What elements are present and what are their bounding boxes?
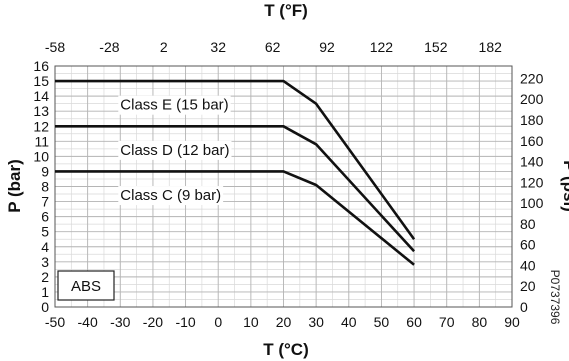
y-left-tick-label: 4 [41,239,49,255]
y-right-tick-label: 0 [520,299,528,315]
x-bottom-tick-label: -20 [143,314,163,330]
y-left-tick-label: 8 [41,179,49,195]
y-right-tick-label: 160 [520,133,544,149]
y-right-tick-label: 100 [520,195,544,211]
x-top-tick-label: -28 [99,39,119,55]
x-top-tick-label: -58 [45,39,65,55]
series-line [55,79,416,240]
y-left-tick-label: 15 [33,73,49,89]
series-label-background [118,186,224,206]
series-line [55,170,415,266]
y-left-tick-label: 1 [41,284,49,300]
y-left-tick-label: 2 [41,269,49,285]
x-top-tick-label: 182 [479,39,503,55]
y-right-tick-label: 200 [520,91,544,107]
y-right-tick-label: 180 [520,112,544,128]
plot-frame [54,65,513,308]
x-bottom-tick-label: 30 [308,314,324,330]
grid [54,65,513,308]
y-left-tick-label: 5 [41,224,49,240]
x-bottom-tick-label: 70 [439,314,455,330]
material-box: ABS [57,270,115,301]
x-top-axis-title: T (°F) [264,1,308,20]
x-top-tick-label: 2 [160,39,168,55]
series-label-background [118,95,231,115]
y-left-tick-label: 3 [41,254,49,270]
x-top-tick-label: 152 [424,39,448,55]
series-line [55,125,416,253]
x-bottom-axis-title: T (°C) [263,340,309,359]
series-label-group: Class D (12 bar) [118,140,232,160]
x-bottom-tick-label: 80 [472,314,488,330]
x-top-tick-label: 62 [265,39,281,55]
series-label-group: Class E (15 bar) [118,95,231,115]
y-left-tick-label: 12 [33,118,49,134]
x-bottom-tick-label: 60 [406,314,422,330]
y-right-tick-label: 40 [520,257,536,273]
y-right-tick-label: 60 [520,237,536,253]
x-top-tick-label: 122 [370,39,394,55]
x-bottom-tick-label: 0 [214,314,222,330]
series-label: Class C (9 bar) [120,187,221,204]
y-left-tick-label: 9 [41,163,49,179]
y-right-tick-label: 20 [520,278,536,294]
y-right-tick-label: 220 [520,70,544,86]
x-bottom-tick-label: 10 [243,314,259,330]
y-left-tick-label: 13 [33,103,49,119]
series-label: Class D (12 bar) [120,142,229,159]
x-bottom-tick-label: 40 [341,314,357,330]
y-right-tick-label: 80 [520,216,536,232]
series-label-group: Class C (9 bar) [118,186,224,206]
tick-labels: -50 -40 -30 -20 -10 0 10 20 30 40 50 60 70 80 90-58 -28… [33,39,543,330]
material-label: ABS [71,278,101,295]
x-bottom-tick-label: -40 [78,314,98,330]
x-bottom-tick-label: -10 [175,314,195,330]
x-bottom-tick-label: -50 [45,314,65,330]
y-left-axis-title: P (bar) [5,159,24,213]
y-left-tick-label: 6 [41,209,49,225]
series-lines [55,79,416,266]
y-left-tick-label: 11 [34,133,49,149]
x-top-tick-label: 32 [210,39,226,55]
part-code: P0737396 [548,270,562,325]
x-bottom-tick-label: -30 [110,314,130,330]
y-right-axis-title: P (psi) [560,160,569,212]
y-left-tick-label: 7 [41,194,49,210]
x-bottom-tick-label: 20 [276,314,292,330]
x-bottom-tick-label: 50 [374,314,390,330]
y-left-tick-label: 10 [33,148,49,164]
x-top-tick-label: 92 [319,39,335,55]
y-left-tick-label: 14 [33,88,49,104]
y-right-tick-label: 140 [520,154,544,170]
series-label-background [118,140,232,160]
series-labels: Class E (15 bar) Class D (12 bar) Class C … [118,95,232,206]
y-right-tick-label: 120 [520,174,544,190]
x-bottom-tick-label: 90 [504,314,520,330]
y-left-tick-label: 0 [41,299,49,315]
series-label: Class E (15 bar) [120,97,228,114]
y-left-tick-label: 16 [33,58,49,74]
